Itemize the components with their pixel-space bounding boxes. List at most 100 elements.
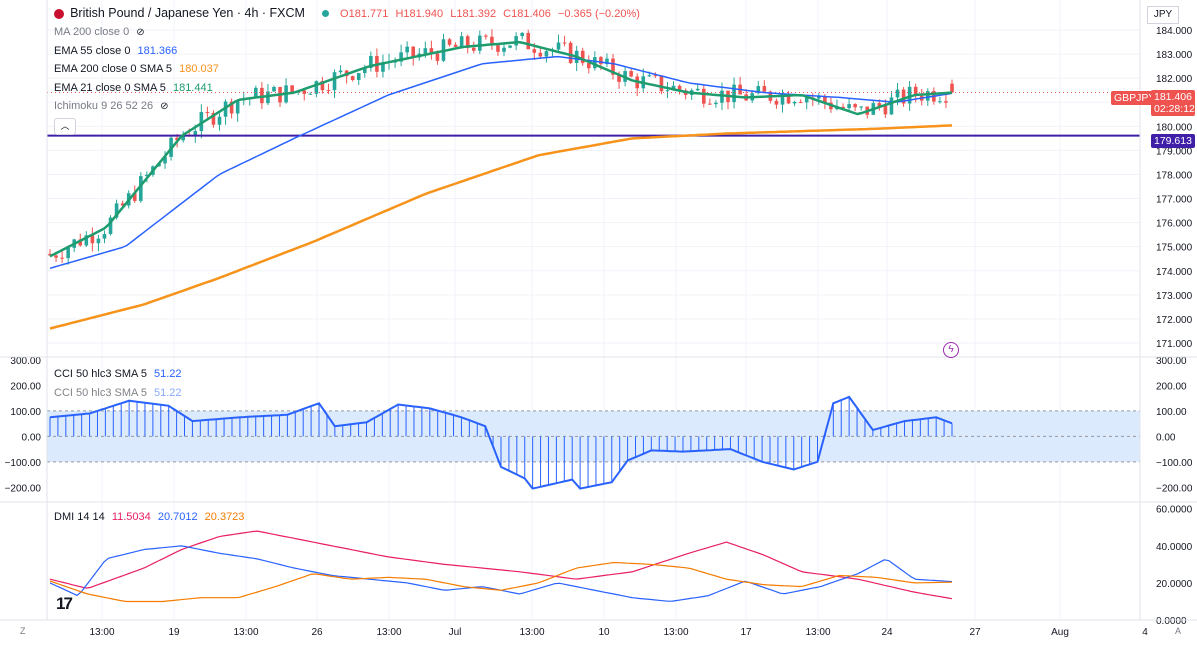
ema21-legend[interactable]: EMA 21 close 0 SMA 5 181.441 bbox=[54, 81, 217, 95]
candle-body bbox=[847, 104, 851, 109]
candle-body bbox=[496, 45, 500, 52]
candle-body bbox=[490, 36, 494, 46]
candle-body bbox=[526, 32, 531, 50]
candle-body bbox=[629, 71, 633, 77]
candle-body bbox=[459, 36, 464, 47]
candle-body bbox=[883, 105, 888, 115]
hidden-eye-icon[interactable]: ⊘ bbox=[136, 27, 145, 38]
cci-left-tick-label: 200.00 bbox=[10, 381, 41, 392]
candle-body bbox=[701, 88, 706, 104]
cci-left-tick-label: 100.00 bbox=[10, 407, 41, 418]
candle-body bbox=[145, 174, 149, 177]
last-price-value: 181.406 bbox=[1154, 91, 1192, 103]
ohlc-high: H181.940 bbox=[395, 8, 444, 20]
currency-unit-button[interactable]: JPY bbox=[1147, 6, 1179, 24]
ma200-legend[interactable]: MA 200 close 0 ⊘ bbox=[54, 25, 149, 40]
x-tick-label: 17 bbox=[740, 627, 752, 638]
cci2-legend[interactable]: CCI 50 hlc3 SMA 5 51.22 bbox=[54, 386, 186, 400]
dmi-legend[interactable]: DMI 14 14 11.5034 20.7012 20.3723 bbox=[54, 510, 248, 524]
candle-body bbox=[732, 84, 736, 103]
candle-body bbox=[484, 35, 488, 37]
candle-body bbox=[708, 103, 712, 105]
cci2-label: CCI 50 hlc3 SMA 5 bbox=[54, 387, 147, 399]
candle-body bbox=[611, 58, 615, 75]
candle-body bbox=[308, 93, 313, 95]
candle-body bbox=[478, 35, 482, 51]
candle-body bbox=[798, 101, 803, 103]
x-tick-label: 13:00 bbox=[663, 627, 688, 638]
candle-body bbox=[792, 101, 797, 104]
candle-body bbox=[599, 57, 603, 65]
candle-body bbox=[901, 89, 906, 104]
ema200-label: EMA 200 close 0 SMA 5 bbox=[54, 63, 173, 75]
cci-legend[interactable]: CCI 50 hlc3 SMA 5 51.22 bbox=[54, 367, 186, 381]
candle-body bbox=[120, 203, 125, 206]
ema200-legend[interactable]: EMA 200 close 0 SMA 5 180.037 bbox=[54, 62, 223, 76]
collapse-legend-chevron-icon[interactable]: ︿ bbox=[54, 118, 76, 135]
candle-body bbox=[671, 85, 676, 91]
price-tick-label: 178.000 bbox=[1156, 170, 1193, 181]
candle-body bbox=[562, 42, 567, 44]
x-tick-label: 13:00 bbox=[519, 627, 544, 638]
ema21-value: 181.441 bbox=[172, 82, 213, 94]
candle-body bbox=[502, 47, 506, 52]
candle-body bbox=[695, 88, 700, 91]
candle-body bbox=[350, 76, 355, 81]
auto-scale-button[interactable]: A bbox=[1175, 626, 1182, 636]
tradingview-logo-icon: 17 bbox=[56, 594, 73, 613]
dmi-plus-value: 11.5034 bbox=[111, 511, 151, 523]
price-tick-label: 183.000 bbox=[1156, 50, 1193, 61]
candle-body bbox=[102, 234, 107, 239]
ichimoku-legend[interactable]: Ichimoku 9 26 52 26 ⊘ bbox=[54, 99, 173, 114]
candle-body bbox=[48, 253, 52, 256]
price-tick-label: 172.000 bbox=[1156, 315, 1193, 326]
candle-body bbox=[96, 238, 101, 244]
x-tick-label: 13:00 bbox=[233, 627, 258, 638]
candle-body bbox=[175, 137, 179, 141]
candle-body bbox=[369, 55, 373, 69]
candle-body bbox=[211, 112, 216, 125]
timezone-z-button[interactable]: Z bbox=[20, 626, 26, 636]
candle-body bbox=[665, 90, 670, 92]
candle-body bbox=[362, 68, 367, 74]
candle-body bbox=[853, 104, 857, 108]
cci-tick-label: 300.00 bbox=[1156, 356, 1187, 367]
last-price-tag: 181.406 02:28:12 bbox=[1151, 90, 1195, 116]
candle-body bbox=[677, 85, 682, 91]
candle-body bbox=[235, 100, 240, 114]
candle-body bbox=[907, 86, 912, 104]
candle-body bbox=[326, 90, 331, 92]
adx-value: 20.3723 bbox=[204, 511, 245, 523]
candle-body bbox=[544, 51, 549, 57]
symbol-price-tag: GBPJPY bbox=[1111, 91, 1159, 105]
ema55-value: 181.366 bbox=[137, 45, 178, 57]
price-tick-label: 171.000 bbox=[1156, 339, 1193, 350]
dmi-tick-label: 20.0000 bbox=[1156, 579, 1193, 590]
candle-body bbox=[556, 42, 561, 50]
flash-icon[interactable]: ϟ bbox=[943, 342, 959, 358]
indicator-lines bbox=[47, 40, 1140, 603]
x-tick-label: 27 bbox=[969, 627, 981, 638]
candle-body bbox=[514, 36, 518, 46]
price-tick-label: 173.000 bbox=[1156, 291, 1193, 302]
ema55-legend[interactable]: EMA 55 close 0 181.366 bbox=[54, 44, 181, 58]
x-tick-label: 10 bbox=[598, 627, 610, 638]
candle-body bbox=[181, 134, 185, 141]
candle-body bbox=[114, 203, 119, 218]
candle-body bbox=[320, 81, 325, 91]
x-tick-label: 13:00 bbox=[89, 627, 114, 638]
candle-body bbox=[659, 75, 664, 92]
candle-body bbox=[205, 112, 210, 114]
ema200-value: 180.037 bbox=[179, 63, 219, 75]
hidden-eye-icon[interactable]: ⊘ bbox=[160, 101, 169, 112]
symbol-title[interactable]: British Pound / Japanese Yen · 4h · FXCM bbox=[70, 6, 305, 20]
ema21-label: EMA 21 close 0 SMA 5 bbox=[54, 82, 166, 94]
candle-body bbox=[338, 70, 343, 73]
x-tick-label: Aug bbox=[1051, 627, 1069, 638]
candle-body bbox=[108, 217, 113, 235]
candle-body bbox=[193, 131, 198, 136]
cci-tick-label: −100.00 bbox=[1156, 458, 1193, 469]
candle-body bbox=[841, 106, 845, 109]
